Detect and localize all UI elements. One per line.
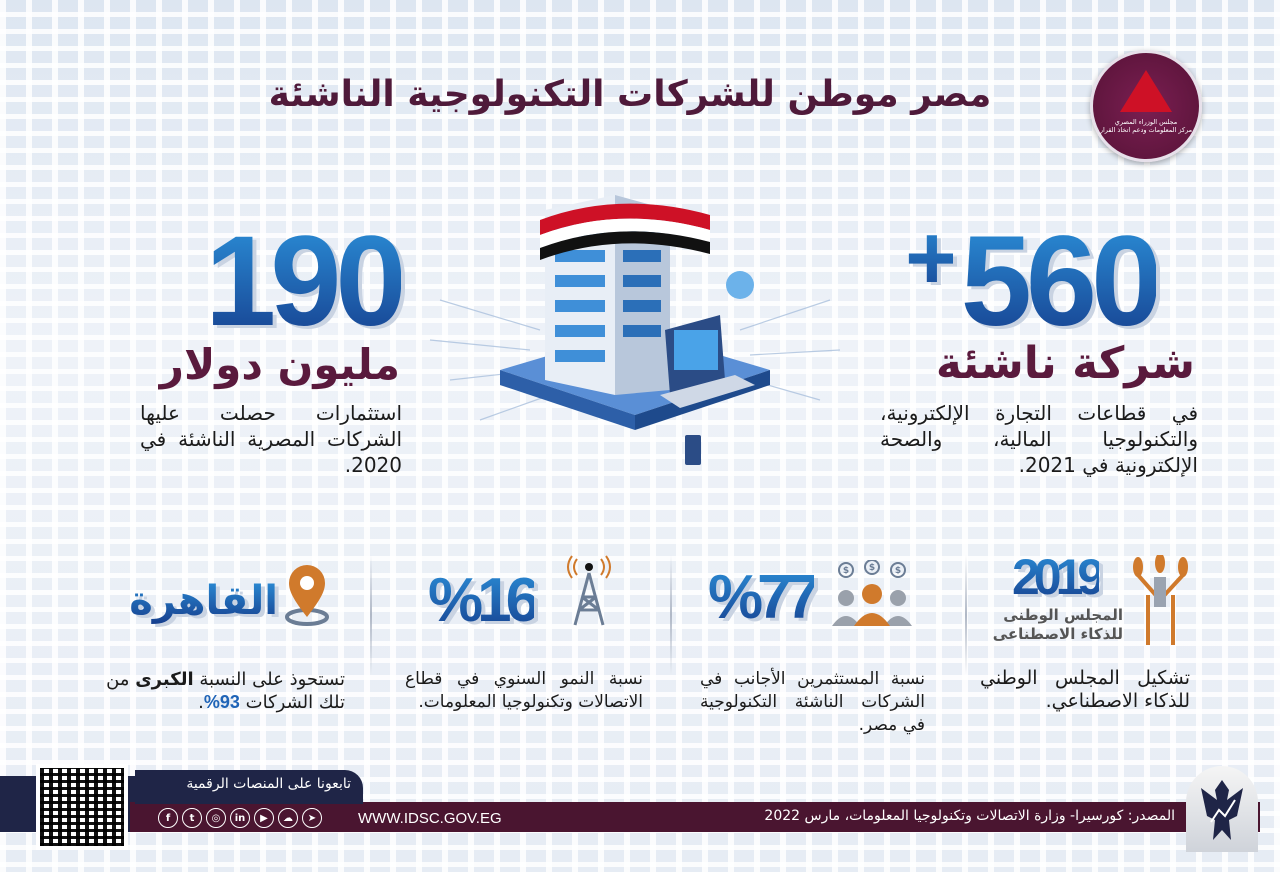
startups-number: 560 [960,210,1163,353]
startups-description: في قطاعات التجارة الإلكترونية، والتكنولو… [880,401,1198,477]
egypt-flag-triangle-icon [1120,69,1172,112]
cairo-text-end: . [198,692,204,713]
cairo-pct: 93% [203,692,240,712]
cairo-text-bold: الكبرى [135,669,194,690]
cairo-stat: القاهرة [129,578,278,624]
column-divider [965,555,967,675]
facebook-icon[interactable]: f [158,808,178,828]
idsc-eagle-emblem [1186,766,1258,852]
startups-label: شركة ناشئة [935,338,1195,389]
website-link[interactable]: WWW.IDSC.GOV.EG [358,810,502,827]
social-links: f t ◎ in ▶ ☁ ➤ [158,808,322,828]
telegram-icon[interactable]: ➤ [302,808,322,828]
column-divider [670,555,672,675]
investors-icon: $ $ $ [832,560,912,626]
foreign-investors-stat: %77 [708,560,820,633]
instagram-icon[interactable]: ◎ [206,808,226,828]
ict-growth-stat: %16 [428,563,540,636]
plus-sign: + [905,207,959,309]
qr-code[interactable] [36,764,128,850]
location-pin-icon [285,565,329,626]
ict-growth-text: نسبة النمو السنوي في قطاع الاتصالات وتكن… [405,669,643,712]
foreign-investors-pct: %77 [708,563,820,632]
investment-label-text: مليون دولار [159,340,400,389]
investment-description: استثمارات حصلت عليها الشركات المصرية الن… [140,401,402,477]
column-divider [370,555,372,675]
startups-stat: + 560 [905,210,1163,353]
twitter-icon[interactable]: t [182,808,202,828]
cairo-text-a: تستحوذ على النسبة [193,669,345,690]
ai-council-name: المجلس الوطنى للذكاء الاصطناعى [993,606,1123,644]
eagle-icon [1201,780,1243,840]
antenna-tower-icon [567,555,611,626]
logo-line2: مركز المعلومات ودعم اتخاذ القرار [1099,126,1193,134]
investment-label: مليون دولار [159,340,400,389]
ai-council-text: تشكيل المجلس الوطني للذكاء الاصطناعي. [980,667,1190,712]
svg-text:$: $ [895,566,901,576]
idsc-logo: مجلس الوزراء المصري مركز المعلومات ودعم ا… [1090,50,1202,162]
svg-text:$: $ [869,563,875,573]
youtube-icon[interactable]: ▶ [254,808,274,828]
startup-building-illustration [429,195,841,465]
svg-text:$: $ [843,566,849,576]
ai-council-year: 2019 [1012,548,1105,606]
linkedin-icon[interactable]: in [230,808,250,828]
year-text: 2019 [1012,549,1105,605]
page-title: مصر موطن للشركات التكنولوجية الناشئة [268,74,992,115]
soundcloud-icon[interactable]: ☁ [278,808,298,828]
ict-growth-pct: %16 [428,566,540,635]
foreign-investors-text: نسبة المستثمرين الأجانب في الشركات الناش… [700,669,925,735]
investment-number: 190 [205,218,401,346]
source-text: المصدر: كورسيرا- وزارة الاتصالات وتكنولو… [764,808,1175,824]
logo-line1: مجلس الوزراء المصري [1114,117,1178,126]
follow-us-label: تابعونا على المنصات الرقمية [135,770,363,804]
cairo-label: القاهرة [129,578,278,624]
investment-number-text: 190 [205,210,401,353]
ai-council-line1: المجلس الوطنى [1003,606,1123,624]
ai-council-line2: للذكاء الاصطناعى [992,625,1123,643]
cairo-text: تستحوذ على النسبة الكبرى من تلك الشركات … [95,668,345,714]
wheat-emblem-icon [1133,555,1188,645]
cairo-text-b: من تلك الشركات [106,669,345,713]
